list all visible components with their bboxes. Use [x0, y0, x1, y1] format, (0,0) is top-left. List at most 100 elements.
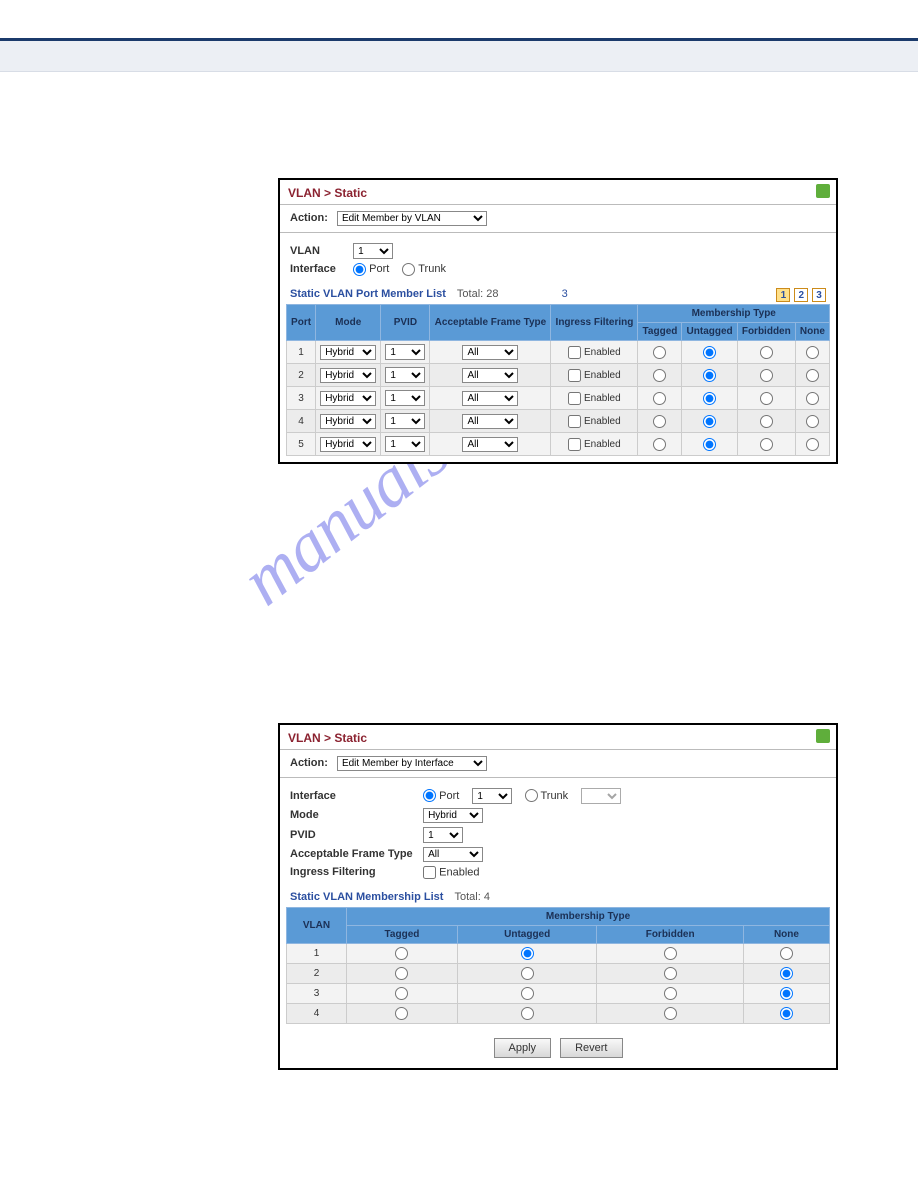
page-2[interactable]: 2 [794, 288, 808, 302]
port-radio[interactable] [423, 789, 436, 802]
cell-none [743, 964, 829, 984]
page-1[interactable]: 1 [776, 288, 790, 302]
none-radio[interactable] [780, 1007, 793, 1020]
apply-button[interactable]: Apply [494, 1038, 552, 1058]
tagged-radio[interactable] [653, 346, 666, 359]
th-none: None [743, 926, 829, 944]
vlan-static-panel-byVLAN: VLAN > Static Action: Edit Member by VLA… [278, 178, 838, 464]
untagged-radio[interactable] [703, 415, 716, 428]
pvid-select[interactable]: 1 [385, 390, 425, 406]
tagged-radio[interactable] [653, 438, 666, 451]
aft-select[interactable]: All [462, 437, 518, 452]
th-mt: Membership Type [347, 908, 830, 926]
help-icon[interactable] [816, 729, 830, 743]
none-radio[interactable] [780, 947, 793, 960]
tagged-radio[interactable] [653, 415, 666, 428]
tagged-radio[interactable] [395, 987, 408, 1000]
interface-trunk-radio[interactable] [402, 263, 415, 276]
if-checkbox[interactable] [423, 866, 436, 879]
cell-port: 5 [287, 433, 316, 456]
help-icon[interactable] [816, 184, 830, 198]
forbidden-radio[interactable] [760, 415, 773, 428]
table-row: 2Hybrid1All Enabled [287, 364, 830, 387]
tagged-radio[interactable] [395, 947, 408, 960]
action-select[interactable]: Edit Member by Interface [337, 756, 487, 771]
aft-select[interactable]: All [462, 414, 518, 429]
none-radio[interactable] [806, 415, 819, 428]
untagged-radio[interactable] [703, 346, 716, 359]
port-select[interactable]: 1 [472, 788, 512, 804]
none-radio[interactable] [780, 987, 793, 1000]
tagged-radio[interactable] [395, 1007, 408, 1020]
if-checkbox[interactable] [568, 392, 581, 405]
forbidden-radio[interactable] [664, 947, 677, 960]
tagged-radio[interactable] [653, 392, 666, 405]
if-checkbox[interactable] [568, 415, 581, 428]
untagged-radio[interactable] [703, 438, 716, 451]
forbidden-radio[interactable] [760, 346, 773, 359]
cell-untagged [682, 387, 737, 410]
untagged-radio[interactable] [521, 967, 534, 980]
none-radio[interactable] [806, 346, 819, 359]
forbidden-radio[interactable] [760, 438, 773, 451]
th-vlan: VLAN [287, 908, 347, 944]
th-mt: Membership Type [638, 305, 830, 323]
none-radio[interactable] [806, 369, 819, 382]
if-checkbox[interactable] [568, 346, 581, 359]
aft-select[interactable]: All [462, 391, 518, 406]
untagged-radio[interactable] [521, 1007, 534, 1020]
forbidden-radio[interactable] [664, 967, 677, 980]
action-select[interactable]: Edit Member by VLAN [337, 211, 487, 226]
untagged-radio[interactable] [521, 947, 534, 960]
mode-select[interactable]: Hybrid [320, 437, 376, 452]
th-untagged: Untagged [457, 926, 596, 944]
trunk-select[interactable] [581, 788, 621, 804]
th-tagged: Tagged [638, 323, 682, 341]
breadcrumb: VLAN > Static [288, 186, 367, 200]
pvid-select[interactable]: 1 [385, 413, 425, 429]
cell-tagged [638, 364, 682, 387]
untagged-radio[interactable] [703, 392, 716, 405]
mode-select[interactable]: Hybrid [320, 368, 376, 383]
mode-select[interactable]: Hybrid [423, 808, 483, 823]
none-radio[interactable] [806, 392, 819, 405]
pvid-select[interactable]: 1 [423, 827, 463, 843]
th-port: Port [287, 305, 316, 341]
if-checkbox[interactable] [568, 369, 581, 382]
aft-select[interactable]: All [423, 847, 483, 862]
none-radio[interactable] [780, 967, 793, 980]
forbidden-radio[interactable] [664, 1007, 677, 1020]
cell-none [743, 944, 829, 964]
forbidden-radio[interactable] [760, 369, 773, 382]
cell-pvid: 1 [381, 433, 430, 456]
paginator: 1 2 3 [775, 288, 826, 302]
panel2-list-title: Static VLAN Membership List Total: 4 [280, 887, 836, 905]
interface-port-radio[interactable] [353, 263, 366, 276]
vlan-select[interactable]: 1 [353, 243, 393, 259]
mode-select[interactable]: Hybrid [320, 414, 376, 429]
trunk-radio[interactable] [525, 789, 538, 802]
page-3[interactable]: 3 [812, 288, 826, 302]
cell-untagged [457, 964, 596, 984]
mode-select[interactable]: Hybrid [320, 391, 376, 406]
untagged-radio[interactable] [521, 987, 534, 1000]
aft-select[interactable]: All [462, 345, 518, 360]
cell-forbidden [737, 410, 795, 433]
forbidden-radio[interactable] [664, 987, 677, 1000]
revert-button[interactable]: Revert [560, 1038, 622, 1058]
cell-vlan: 1 [287, 944, 347, 964]
th-untagged: Untagged [682, 323, 737, 341]
untagged-radio[interactable] [703, 369, 716, 382]
tagged-radio[interactable] [653, 369, 666, 382]
cell-none [795, 387, 829, 410]
aft-select[interactable]: All [462, 368, 518, 383]
mode-select[interactable]: Hybrid [320, 345, 376, 360]
pvid-select[interactable]: 1 [385, 344, 425, 360]
forbidden-radio[interactable] [760, 392, 773, 405]
pvid-select[interactable]: 1 [385, 367, 425, 383]
tagged-radio[interactable] [395, 967, 408, 980]
pvid-select[interactable]: 1 [385, 436, 425, 452]
th-mode: Mode [316, 305, 381, 341]
if-checkbox[interactable] [568, 438, 581, 451]
none-radio[interactable] [806, 438, 819, 451]
